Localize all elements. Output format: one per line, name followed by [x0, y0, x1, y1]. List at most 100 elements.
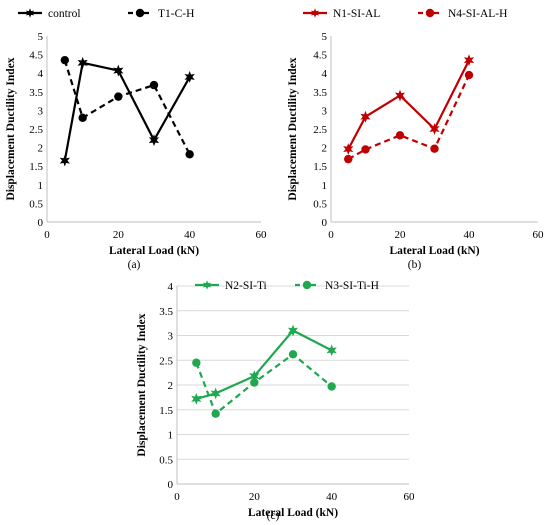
x-tick-label: 20 — [395, 229, 407, 241]
series-2 — [60, 55, 194, 159]
data-point — [192, 358, 201, 367]
y-tick-label: 0.5 — [159, 454, 173, 466]
data-point — [149, 80, 159, 90]
legend-entry: N1-SI-AL — [303, 8, 380, 20]
panel-label: (b) — [408, 259, 422, 271]
x-tick-label: 40 — [326, 491, 338, 503]
chart-panel-2: 0 0.5 1 1.5 2 2.5 3 3.5 4 4.5 5 0 20 40 60 Lateral Load… — [287, 8, 544, 271]
y-tick-label: 2 — [322, 143, 328, 155]
data-point — [326, 344, 337, 357]
y-tick-label: 0 — [322, 217, 328, 229]
y-tick-label: 4 — [38, 68, 44, 80]
y-tick-label: 1.5 — [29, 161, 43, 173]
x-tick-label: 40 — [184, 229, 196, 241]
x-axis-title: Lateral Load (kN) — [389, 245, 479, 257]
y-tick-label: 1 — [38, 180, 44, 192]
y-tick-label: 4.5 — [313, 50, 327, 62]
series-1 — [191, 324, 337, 405]
legend-label: N2-SI-Ti — [225, 280, 267, 292]
x-axis-title: Lateral Load (kN) — [109, 245, 199, 257]
x-axis-title: Lateral Load (kN) — [248, 507, 338, 519]
y-tick-label: 5 — [322, 31, 328, 43]
x-tick-label: 40 — [464, 229, 476, 241]
data-point — [360, 110, 371, 123]
y-tick-label: 3.5 — [29, 87, 43, 99]
legend-label: N3-SI-Ti-H — [325, 280, 379, 292]
series-line — [195, 329, 333, 400]
data-point — [184, 70, 195, 83]
data-point — [60, 55, 70, 65]
x-tick-label: 0 — [44, 229, 50, 241]
y-tick-label: 0 — [38, 217, 44, 229]
legend-entry: control — [18, 8, 81, 20]
x-tick-label: 60 — [533, 229, 545, 241]
y-tick-label: 3.5 — [159, 306, 173, 318]
y-axis-title: Displacement Ductility Index — [136, 313, 148, 456]
y-tick-label: 4 — [322, 68, 328, 80]
data-point — [343, 143, 354, 156]
y-tick-label: 1.5 — [313, 161, 327, 173]
data-point — [287, 324, 299, 337]
y-tick-label: 4 — [168, 281, 174, 293]
x-tick-label: 20 — [249, 491, 261, 503]
legend-label: control — [48, 8, 81, 20]
y-tick-label: 4.5 — [29, 50, 43, 62]
y-axis-title: Displacement Ductility Index — [5, 57, 17, 200]
data-point — [361, 145, 370, 154]
legend-marker — [425, 8, 435, 18]
y-tick-label: 0 — [168, 479, 174, 491]
data-point — [429, 123, 440, 135]
y-tick-label: 3 — [38, 105, 44, 117]
legend-marker — [202, 280, 212, 290]
x-tick-label: 0 — [174, 491, 180, 503]
x-tick-label: 60 — [256, 229, 268, 241]
data-point — [148, 134, 160, 147]
x-tick-label: 0 — [328, 229, 334, 241]
x-tick-label: 20 — [113, 229, 125, 241]
y-tick-label: 1 — [168, 430, 174, 442]
panel-label: (a) — [128, 259, 141, 271]
legend-entry: N3-SI-Ti-H — [295, 280, 379, 292]
series-2 — [344, 70, 474, 164]
data-point — [394, 89, 406, 102]
legend-label: N4-SI-AL-H — [448, 8, 507, 20]
data-point — [464, 70, 474, 80]
legend-marker — [310, 8, 320, 18]
series-line — [347, 59, 470, 150]
series-line — [347, 74, 470, 161]
y-tick-label: 2 — [38, 143, 44, 155]
x-tick-label: 60 — [404, 491, 416, 503]
data-point — [344, 154, 353, 164]
panel-label: (c) — [267, 510, 280, 522]
series-line — [63, 61, 191, 161]
data-point — [211, 409, 220, 418]
y-tick-label: 2.5 — [159, 355, 173, 367]
series-2 — [192, 350, 336, 418]
y-tick-label: 3.5 — [313, 87, 327, 99]
data-point — [395, 131, 405, 140]
data-point — [59, 154, 70, 167]
data-point — [113, 64, 124, 77]
data-point — [78, 113, 87, 123]
data-point — [250, 378, 259, 387]
legend-entry: T1-C-H — [128, 8, 194, 20]
data-point — [327, 382, 336, 391]
data-point — [288, 350, 298, 359]
series-line — [63, 59, 191, 155]
legend-label: T1-C-H — [158, 8, 194, 20]
y-tick-label: 2.5 — [29, 124, 43, 136]
y-tick-label: 0.5 — [313, 198, 327, 210]
legend-marker — [135, 8, 145, 18]
y-tick-label: 1.5 — [159, 405, 173, 417]
data-point — [463, 54, 475, 67]
y-tick-label: 2 — [168, 380, 174, 392]
legend-label: N1-SI-AL — [333, 8, 380, 20]
data-point — [210, 387, 221, 400]
series-1 — [343, 54, 475, 156]
y-tick-label: 5 — [38, 31, 44, 43]
data-point — [430, 144, 439, 153]
y-tick-label: 1 — [322, 180, 328, 192]
series-1 — [59, 56, 195, 167]
